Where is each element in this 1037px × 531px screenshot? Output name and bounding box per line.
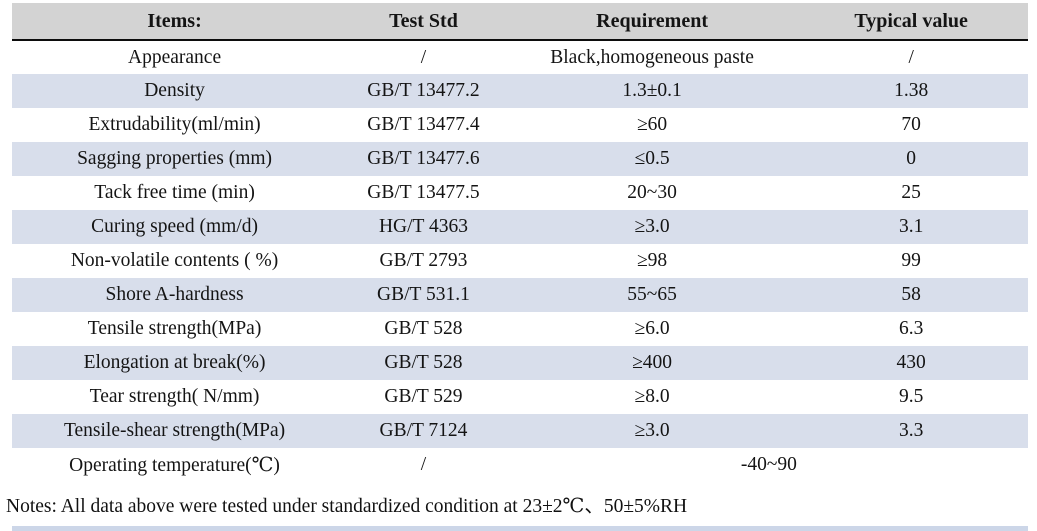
- spec-table: Items: Test Std Requirement Typical valu…: [12, 3, 1028, 482]
- cell-requirement: ≤0.5: [509, 142, 795, 176]
- cell-item: Extrudability(ml/min): [88, 114, 261, 135]
- table-row: Sagging properties (mm) GB/T 13477.6 ≤0.5 0: [12, 142, 1028, 176]
- table-row: Tensile strength(MPa) GB/T 528 ≥6.0 6.3: [12, 312, 1028, 346]
- notes-text: Notes: All data above were tested under …: [6, 496, 688, 517]
- cell-typical-value: 3.3: [794, 414, 1028, 448]
- cell-item: Tensile strength(MPa): [87, 318, 262, 339]
- cell-requirement: ≥3.0: [509, 414, 795, 448]
- col-header-test-std: Test Std: [337, 3, 510, 41]
- table-row: Appearance / Black,homogeneous paste /: [12, 40, 1028, 74]
- cell-item: Sagging properties (mm): [12, 142, 338, 176]
- cell-typical-value: 25: [901, 182, 921, 203]
- cell-typical-value: 99: [901, 250, 921, 271]
- cell-test-std: GB/T 13477.4: [367, 114, 480, 135]
- cell-test-std: GB/T 2793: [379, 250, 468, 271]
- cell-item: Tear strength( N/mm): [89, 386, 260, 407]
- cell-test-std: GB/T 13477.5: [367, 182, 480, 203]
- cell-typical-value: 6.3: [898, 318, 924, 339]
- cell-typical-value: 430: [794, 346, 1028, 380]
- table-row: Tensile-shear strength(MPa) GB/T 7124 ≥3.0…: [12, 414, 1028, 448]
- cell-item: Tack free time (min): [94, 182, 255, 203]
- cell-requirement: ≥6.0: [634, 318, 670, 339]
- cell-typical-value: 58: [794, 278, 1028, 312]
- cell-item: Shore A-hardness: [12, 278, 338, 312]
- table-row: Non-volatile contents ( %) GB/T 2793 ≥98 99: [12, 244, 1028, 278]
- cell-requirement: -40~90: [740, 454, 797, 475]
- cell-item: Tensile-shear strength(MPa): [12, 414, 338, 448]
- cell-requirement: 55~65: [509, 278, 795, 312]
- cell-requirement: ≥8.0: [634, 386, 670, 407]
- cell-typical-value: 3.1: [794, 210, 1028, 244]
- cell-test-std: GB/T 528: [337, 346, 510, 380]
- cell-item: Elongation at break(%): [12, 346, 338, 380]
- cell-test-std: HG/T 4363: [337, 210, 510, 244]
- spec-sheet: Items: Test Std Requirement Typical valu…: [6, 3, 1028, 518]
- cell-requirement: ≥400: [509, 346, 795, 380]
- table-row: Extrudability(ml/min) GB/T 13477.4 ≥60 70: [12, 108, 1028, 142]
- cell-item: Non-volatile contents ( %): [70, 250, 279, 271]
- cell-requirement: ≥60: [636, 114, 668, 135]
- cell-typical-value: 9.5: [898, 386, 924, 407]
- cell-test-std: GB/T 13477.2: [337, 74, 510, 108]
- cell-test-std: GB/T 7124: [337, 414, 510, 448]
- cell-item: Appearance: [128, 46, 222, 68]
- cell-test-std: GB/T 529: [384, 386, 463, 407]
- col-header-typical-value: Typical value: [794, 3, 1028, 41]
- cell-test-std: GB/T 13477.6: [337, 142, 510, 176]
- table-row: Shore A-hardness GB/T 531.1 55~65 58: [12, 278, 1028, 312]
- cell-typical-value: 0: [794, 142, 1028, 176]
- table-row: Density GB/T 13477.2 1.3±0.1 1.38: [12, 74, 1028, 108]
- cell-test-std: GB/T 531.1: [337, 278, 510, 312]
- table-row: Operating temperature(℃) / -40~90: [12, 448, 1028, 482]
- table-row: Tack free time (min) GB/T 13477.5 20~30 25: [12, 176, 1028, 210]
- cell-item: Operating temperature(℃): [69, 455, 280, 476]
- cell-requirement: 20~30: [627, 182, 677, 203]
- next-row-partial-strip: [12, 526, 1028, 531]
- table-row: Elongation at break(%) GB/T 528 ≥400 430: [12, 346, 1028, 380]
- cell-item: Curing speed (mm/d): [12, 210, 338, 244]
- table-row: Tear strength( N/mm) GB/T 529 ≥8.0 9.5: [12, 380, 1028, 414]
- cell-requirement: ≥98: [636, 250, 668, 271]
- cell-requirement: ≥3.0: [509, 210, 795, 244]
- col-header-items: Items:: [12, 3, 338, 41]
- cell-test-std: GB/T 528: [384, 318, 463, 339]
- col-header-requirement: Requirement: [509, 3, 795, 41]
- cell-test-std: /: [420, 46, 427, 68]
- cell-typical-value: 70: [901, 114, 921, 135]
- cell-typical-value: /: [908, 46, 914, 68]
- table-row: Curing speed (mm/d) HG/T 4363 ≥3.0 3.1: [12, 210, 1028, 244]
- cell-requirement: Black,homogeneous paste: [550, 46, 754, 68]
- header-row: Items: Test Std Requirement Typical valu…: [12, 3, 1028, 41]
- cell-requirement: 1.3±0.1: [509, 74, 795, 108]
- cell-item: Density: [12, 74, 338, 108]
- cell-typical-value: 1.38: [794, 74, 1028, 108]
- cell-test-std: /: [420, 454, 427, 475]
